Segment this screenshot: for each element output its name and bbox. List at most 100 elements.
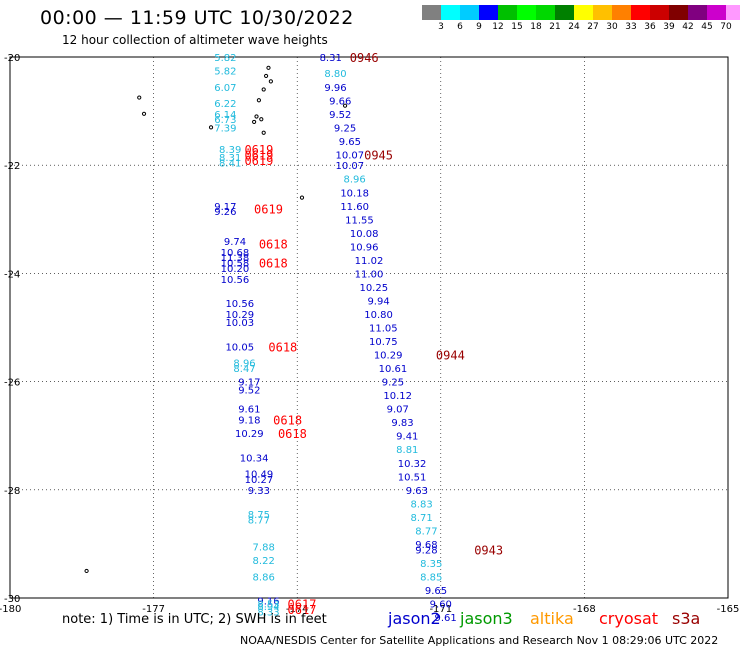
legend-swatch	[517, 5, 536, 20]
time-label: 0618	[273, 413, 302, 427]
x-tick-label: -174	[286, 604, 309, 615]
swh-value-label: 8.86	[253, 572, 275, 583]
legend-label: 9	[476, 22, 482, 32]
swh-value-label: 9.63	[406, 486, 428, 497]
time-label: 0619	[244, 154, 273, 168]
y-tick-label: -24	[4, 269, 20, 280]
island-outline	[266, 65, 271, 70]
swh-value-label: 9.33	[248, 486, 270, 497]
swh-value-label: 8.80	[324, 69, 346, 80]
swh-value-label: 10.58	[221, 259, 250, 270]
time-label: 0944	[436, 349, 465, 363]
y-tick-label: -20	[4, 53, 20, 64]
swh-value-label: 11.55	[345, 215, 374, 226]
legend-swatch	[669, 5, 688, 20]
legend-swatch	[707, 5, 726, 20]
swh-value-label: 10.75	[369, 337, 398, 348]
y-tick-label: -28	[4, 486, 20, 497]
satellite-cryosat: cryosat	[599, 609, 659, 628]
legend-swatch	[422, 5, 441, 20]
swh-value-label: 9.96	[324, 83, 346, 94]
swh-value-label: 8.75	[248, 510, 270, 521]
legend-label: 36	[644, 22, 656, 32]
legend-swatch	[479, 5, 498, 20]
island-outline	[259, 117, 264, 122]
legend-label: 15	[511, 22, 523, 32]
time-label: 0946	[350, 51, 379, 65]
swh-value-label: 9.60	[430, 599, 452, 610]
swh-value-label: 9.41	[396, 432, 418, 443]
legend-label: 30	[606, 22, 618, 32]
swh-value-label: 10.96	[350, 242, 379, 253]
legend-label: 18	[530, 22, 542, 32]
swh-value-label: 10.20	[221, 264, 250, 275]
swh-value-label: 10.32	[398, 459, 427, 470]
swh-value-label: 9.25	[334, 123, 356, 134]
swh-value-label: 9.94	[367, 296, 389, 307]
swh-value-label: 9.28	[415, 545, 437, 556]
swh-value-label: 9.17	[238, 378, 260, 389]
x-tick-label: -165	[717, 604, 740, 615]
island-outline	[261, 87, 266, 92]
swh-value-label: 9.52	[238, 386, 260, 397]
island-outline	[208, 125, 214, 130]
footer-credit: NOAA/NESDIS Center for Satellite Applica…	[240, 634, 719, 647]
swh-value-label: 8.83	[411, 499, 433, 510]
island-outline	[342, 103, 348, 108]
swh-value-label: 8.77	[248, 516, 270, 527]
island-outline	[141, 111, 147, 116]
time-label: 0618	[259, 238, 288, 252]
swh-value-label: 11.00	[355, 269, 384, 280]
satellite-jason3: jason3	[460, 609, 513, 628]
swh-value-label: 9.61	[238, 405, 260, 416]
time-label: 0943	[474, 543, 503, 557]
swh-value-label: 11.38	[221, 253, 250, 264]
swh-value-label: 10.07	[336, 150, 365, 161]
x-tick-label: -168	[573, 604, 596, 615]
satellite-s3a: s3a	[672, 609, 701, 628]
legend-label: 33	[625, 22, 637, 32]
time-label: 0618	[259, 257, 288, 271]
legend-label: 39	[663, 22, 675, 32]
swh-value-label: 8.41	[219, 158, 241, 169]
swh-value-label: 8.85	[420, 572, 442, 583]
satellite-jason2: jason2	[388, 609, 441, 628]
legend-label: 12	[492, 22, 504, 32]
time-label: 0618	[268, 340, 297, 354]
chart-subtitle: 12 hour collection of altimeter wave hei…	[62, 33, 328, 47]
island-outline	[252, 119, 257, 125]
legend-label: 6	[457, 22, 463, 32]
swh-value-label: 9.18	[238, 415, 260, 426]
swh-value-label: 8.96	[233, 359, 255, 370]
swh-value-label: 8.35	[420, 559, 442, 570]
swh-value-label: 5.82	[214, 53, 236, 64]
island-outline	[254, 114, 259, 119]
swh-value-label: 10.51	[398, 472, 427, 483]
swh-value-label: 9.65	[425, 586, 447, 597]
legend-label: 27	[587, 22, 599, 32]
swh-value-label: 8.22	[253, 556, 275, 567]
swh-value-label: 8.33	[257, 608, 279, 619]
legend-swatch	[688, 5, 707, 20]
time-label: 0617	[288, 597, 317, 611]
swh-value-label: 10.27	[245, 475, 274, 486]
swh-value-label: 11.05	[369, 324, 398, 335]
swh-value-label: 6.73	[214, 115, 236, 126]
legend-swatch	[536, 5, 555, 20]
swh-value-label: 8.47	[233, 364, 255, 375]
swh-value-label: 10.05	[225, 342, 254, 353]
swh-value-label: 10.29	[374, 351, 403, 362]
island-outline	[268, 79, 273, 84]
swh-value-label: 7.88	[253, 543, 275, 554]
swh-value-label: 10.25	[359, 283, 388, 294]
swh-value-label: 6.14	[214, 110, 236, 121]
swh-value-label: 9.26	[214, 207, 236, 218]
swh-value-label: 9.16	[257, 597, 279, 608]
swh-value-label: 10.34	[240, 453, 269, 464]
legend-swatch	[498, 5, 517, 20]
island-outline	[256, 98, 262, 103]
swh-value-label: 10.56	[225, 299, 254, 310]
swh-value-label: 10.29	[235, 429, 264, 440]
island-outline	[137, 95, 142, 100]
swh-value-label: 9.66	[329, 96, 351, 107]
